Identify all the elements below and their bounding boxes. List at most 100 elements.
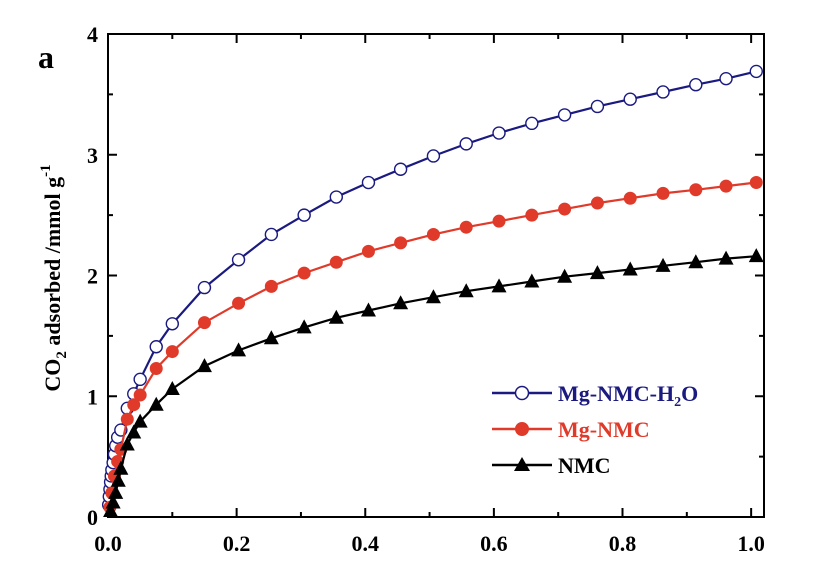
data-point <box>655 257 671 272</box>
data-point <box>361 175 376 190</box>
legend-marker-open-circle <box>514 385 530 401</box>
x-tick-label: 0.0 <box>94 531 122 556</box>
data-point <box>297 266 311 280</box>
data-point <box>196 358 212 373</box>
data-point <box>393 295 409 310</box>
y-tick-label: 1 <box>87 384 98 409</box>
data-point <box>103 502 119 517</box>
data-point <box>458 283 474 298</box>
panel-label: a <box>38 39 54 75</box>
legend-item: NMC <box>492 453 611 478</box>
data-point <box>524 273 540 288</box>
axis-ticks <box>107 33 764 518</box>
data-point <box>492 214 506 228</box>
data-point <box>749 64 763 79</box>
data-point <box>656 186 670 200</box>
data-point <box>329 190 344 204</box>
data-point <box>719 179 733 193</box>
data-point <box>120 412 134 426</box>
data-point <box>394 236 408 250</box>
data-point <box>749 176 763 190</box>
data-point <box>165 317 180 331</box>
data-point <box>459 220 473 234</box>
legend-marker-filled-circle <box>515 422 529 436</box>
y-tick-label: 0 <box>87 505 98 530</box>
x-tick-label: 0.6 <box>480 531 508 556</box>
data-point <box>110 472 126 487</box>
ylabel-part: adsorbed /mmol g <box>40 177 65 351</box>
data-point <box>108 484 124 499</box>
series-line <box>109 255 757 512</box>
data-point <box>426 149 441 163</box>
data-point <box>132 413 148 428</box>
legend-label-mg-nmc-h2o: Mg-NMC-H2O <box>558 381 698 410</box>
ylabel-superscript: -1 <box>38 164 54 177</box>
x-tick-label: 0.4 <box>352 531 380 556</box>
data-point <box>426 227 440 241</box>
data-point <box>557 268 573 283</box>
data-point <box>149 361 163 375</box>
y-tick-label: 3 <box>87 143 98 168</box>
data-point <box>113 460 129 475</box>
data-point <box>590 196 604 210</box>
data-point <box>360 302 376 317</box>
data-point <box>127 398 141 412</box>
data-point <box>296 319 312 334</box>
data-point <box>232 296 246 310</box>
data-point <box>689 78 703 92</box>
ylabel-part: CO <box>40 359 65 392</box>
data-point <box>525 208 539 222</box>
x-tick-label: 0.2 <box>223 531 251 556</box>
data-point <box>748 248 764 263</box>
data-point <box>197 280 212 295</box>
data-point <box>688 254 704 269</box>
series-0 <box>101 64 763 512</box>
data-point <box>623 191 637 205</box>
data-point <box>459 137 473 151</box>
data-point <box>126 424 142 439</box>
data-point <box>328 309 344 324</box>
legend-marker-filled-triangle <box>514 457 530 471</box>
data-point <box>622 261 638 276</box>
data-point <box>297 208 311 222</box>
data-point <box>558 202 572 216</box>
y-tick-label: 4 <box>87 22 98 47</box>
data-point <box>165 345 179 359</box>
x-tick-label: 1.0 <box>737 531 765 556</box>
data-point <box>149 340 163 354</box>
data-point <box>525 116 539 131</box>
data-point <box>719 71 733 86</box>
data-point <box>361 244 375 258</box>
data-point <box>589 265 605 280</box>
data-point <box>425 289 441 304</box>
series-line <box>108 181 757 508</box>
data-point <box>119 436 135 451</box>
data-point <box>492 126 506 140</box>
data-point <box>264 227 279 242</box>
data-point <box>133 388 147 402</box>
axis-tick-labels: 0.0 0.2 0.4 0.6 0.8 1.0 0 1 2 3 4 <box>87 22 765 556</box>
y-axis-label: CO2 adsorbed /mmol g-1 <box>38 164 70 391</box>
data-point <box>656 85 670 99</box>
y-tick-label: 2 <box>87 264 98 289</box>
data-point <box>231 342 247 357</box>
data-point <box>197 316 211 330</box>
data-point <box>590 99 605 114</box>
series-1 <box>103 176 763 514</box>
plot-area-frame <box>107 33 765 518</box>
legend-label-mg-nmc: Mg-NMC <box>558 417 650 442</box>
series-layer <box>101 64 764 517</box>
data-point <box>148 396 164 411</box>
series-2 <box>103 248 764 517</box>
legend-item: Mg-NMC-H2O <box>492 381 698 410</box>
legend: Mg-NMC-H2O Mg-NMC NMC <box>492 381 698 478</box>
data-point <box>718 250 734 265</box>
data-point <box>491 278 507 293</box>
data-point <box>133 372 147 387</box>
legend-label-nmc: NMC <box>558 453 611 478</box>
data-point <box>105 494 121 509</box>
data-point <box>623 92 637 106</box>
x-tick-label: 0.8 <box>609 531 637 556</box>
data-point <box>393 162 408 176</box>
